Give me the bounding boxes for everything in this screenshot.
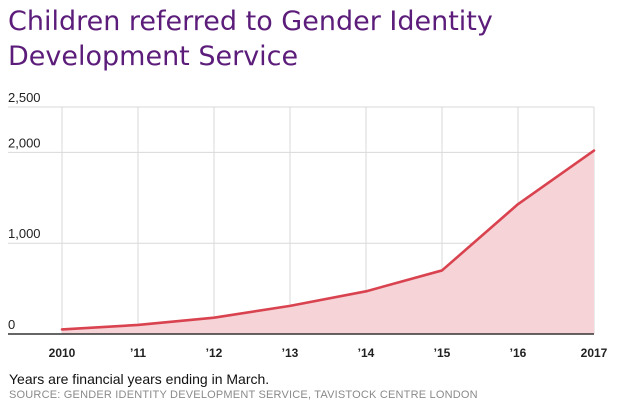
x-tick-label: ’16 <box>510 346 527 360</box>
x-tick-label: ’14 <box>358 346 375 360</box>
y-tick-label: 1,000 <box>8 226 41 241</box>
area-fill-group <box>62 150 594 334</box>
x-tick-label: ’15 <box>434 346 451 360</box>
series-line <box>60 149 596 331</box>
y-tick-label: 2,000 <box>8 135 41 150</box>
chart-title-line-1: Children referred to Gender Identity <box>8 6 493 37</box>
x-tick-label: 2010 <box>49 346 76 360</box>
y-tick-label: 0 <box>8 317 15 332</box>
y-tick-label: 2,500 <box>8 90 41 105</box>
chart-title: Children referred to Gender Identity Dev… <box>8 4 608 74</box>
x-tick-label: ’11 <box>130 346 146 360</box>
x-tick-label: ’12 <box>206 346 223 360</box>
y-tick-labels: 0 1,000 2,000 2,500 <box>8 90 41 332</box>
x-tick-label: ’13 <box>282 346 299 360</box>
x-tick-label: 2017 <box>581 346 608 360</box>
chart-title-line-2: Development Service <box>8 41 299 72</box>
area-fill <box>62 150 594 334</box>
x-tick-labels: 2010 ’11 ’12 ’13 ’14 ’15 ’16 2017 <box>49 346 608 360</box>
source-line: SOURCE: GENDER IDENTITY DEVELOPMENT SERV… <box>9 389 478 401</box>
footnote: Years are financial years ending in Marc… <box>9 371 270 387</box>
series-line-group <box>60 149 596 331</box>
